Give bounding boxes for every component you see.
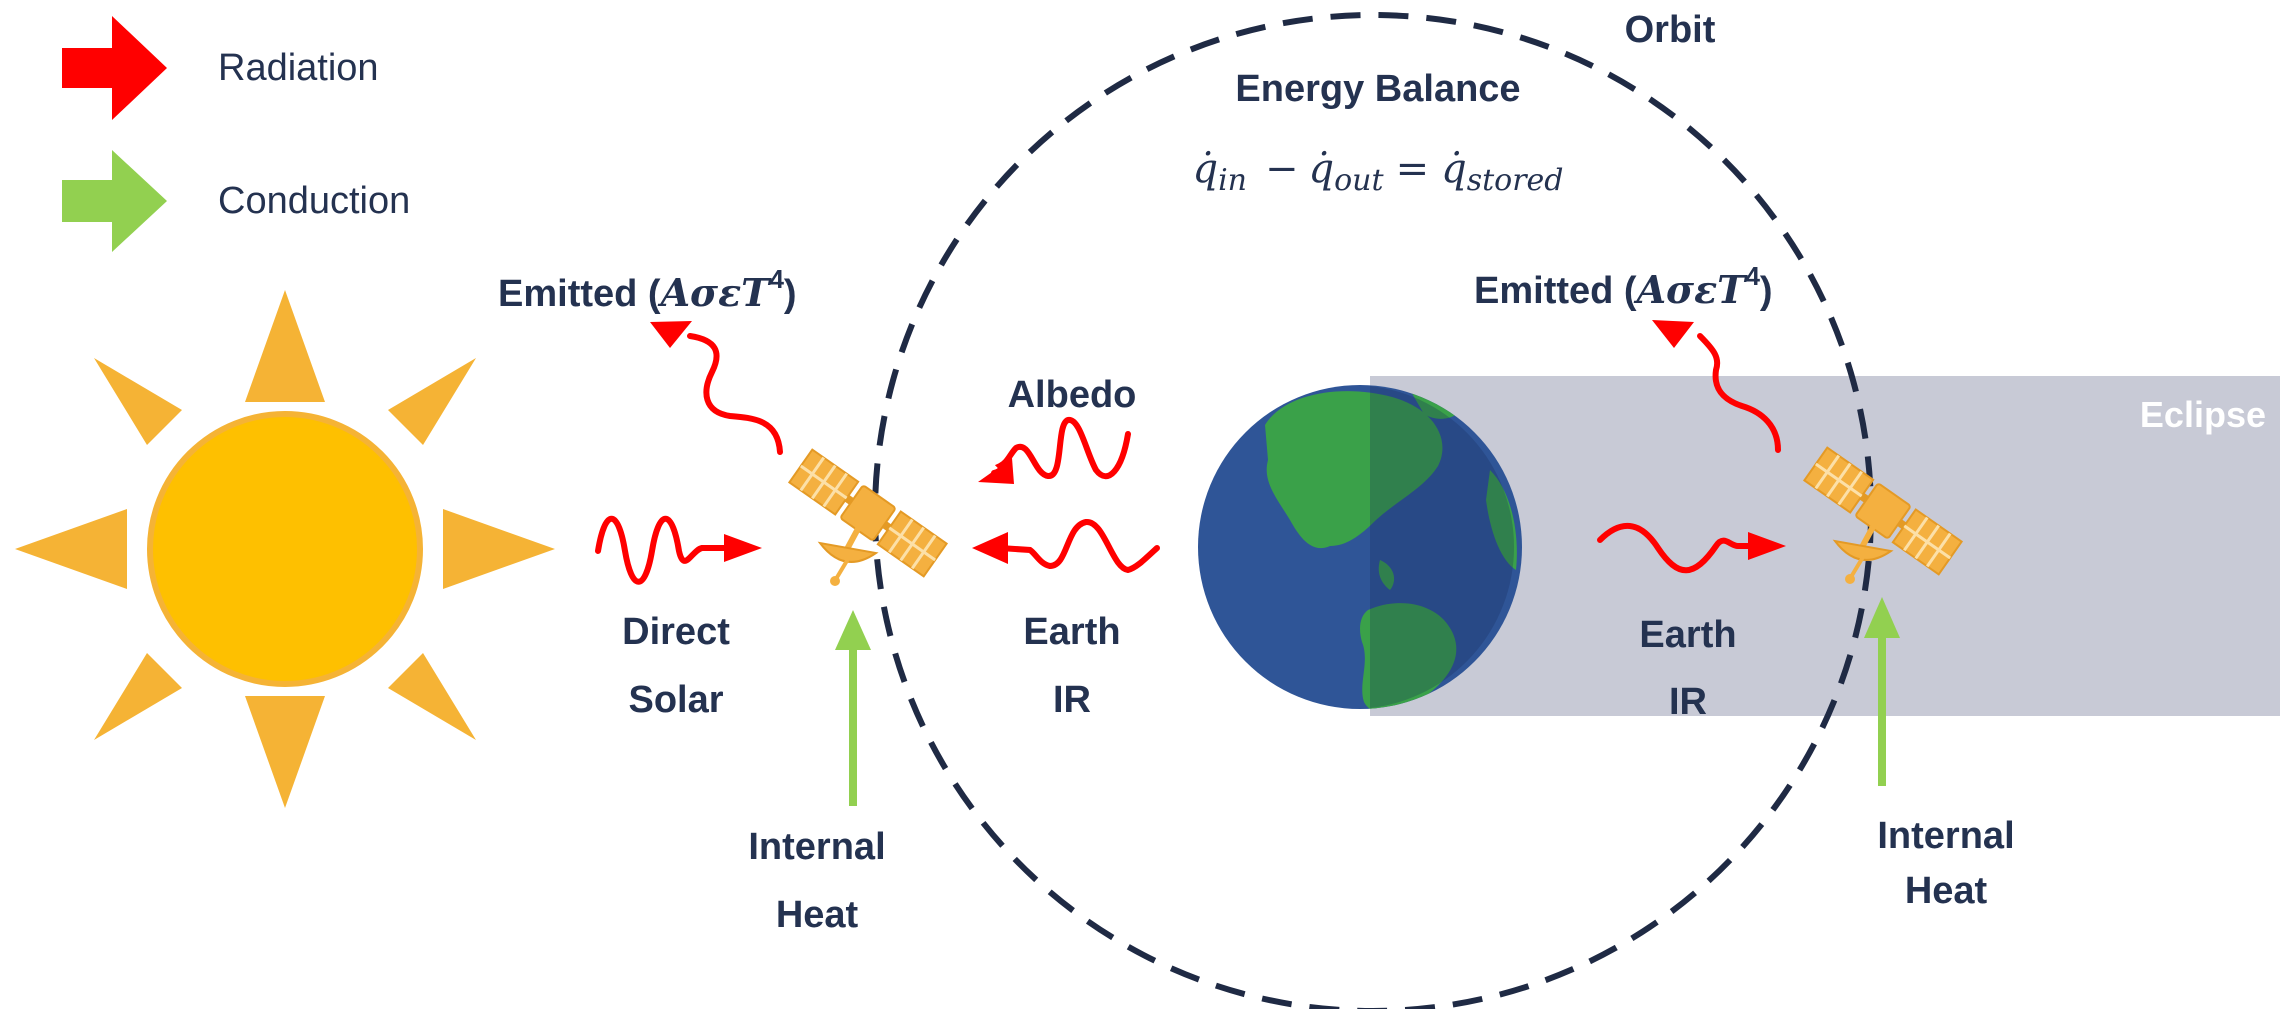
emitted-label-left: Emitted (AσεT4) — [498, 264, 797, 315]
conduction-legend-label: Conduction — [218, 180, 410, 222]
radiation-legend-arrow-icon — [62, 16, 167, 120]
direct-solar-arrow — [595, 516, 733, 585]
earth-ir-left-label-line2: IR — [1053, 679, 1091, 721]
earth-ir-left-label-line1: Earth — [1023, 611, 1120, 653]
energy-balance-title: Energy Balance — [1235, 68, 1520, 110]
earth-ir-left-arrow — [997, 519, 1160, 574]
albedo-label: Albedo — [1008, 374, 1137, 416]
internal-heat-left-label-line1: Internal — [748, 826, 885, 868]
sun-icon — [15, 290, 555, 808]
internal-heat-right-label-line2: Heat — [1905, 870, 1988, 912]
radiation-legend-label: Radiation — [218, 47, 379, 89]
earth-ir-right-label-line2: IR — [1669, 681, 1707, 723]
internal-heat-right-label-line1: Internal — [1877, 815, 2014, 857]
earth-ir-right-arrow — [1597, 523, 1753, 574]
eclipse-label: Eclipse — [2140, 394, 2266, 435]
earth-icon — [1198, 385, 1522, 709]
internal-heat-left-label-line2: Heat — [776, 894, 859, 936]
orbit-label: Orbit — [1625, 9, 1716, 51]
albedo-arrow — [991, 417, 1131, 480]
emitted-arrow-left — [687, 333, 783, 455]
energy-balance-equation: q̇in − q̇out = q̇stored — [1192, 146, 1563, 198]
direct-solar-label-line2: Solar — [628, 679, 723, 721]
internal-heat-arrow-right — [1864, 597, 1900, 786]
emitted-arrow-right — [1697, 333, 1781, 453]
direct-solar-label-line1: Direct — [622, 611, 730, 653]
internal-heat-arrow-left — [835, 610, 871, 806]
conduction-legend-arrow-icon — [62, 150, 167, 252]
satellite-left-icon — [789, 450, 946, 586]
emitted-label-right: Emitted (AσεT4) — [1474, 261, 1773, 312]
earth-ir-right-label-line1: Earth — [1639, 614, 1736, 656]
